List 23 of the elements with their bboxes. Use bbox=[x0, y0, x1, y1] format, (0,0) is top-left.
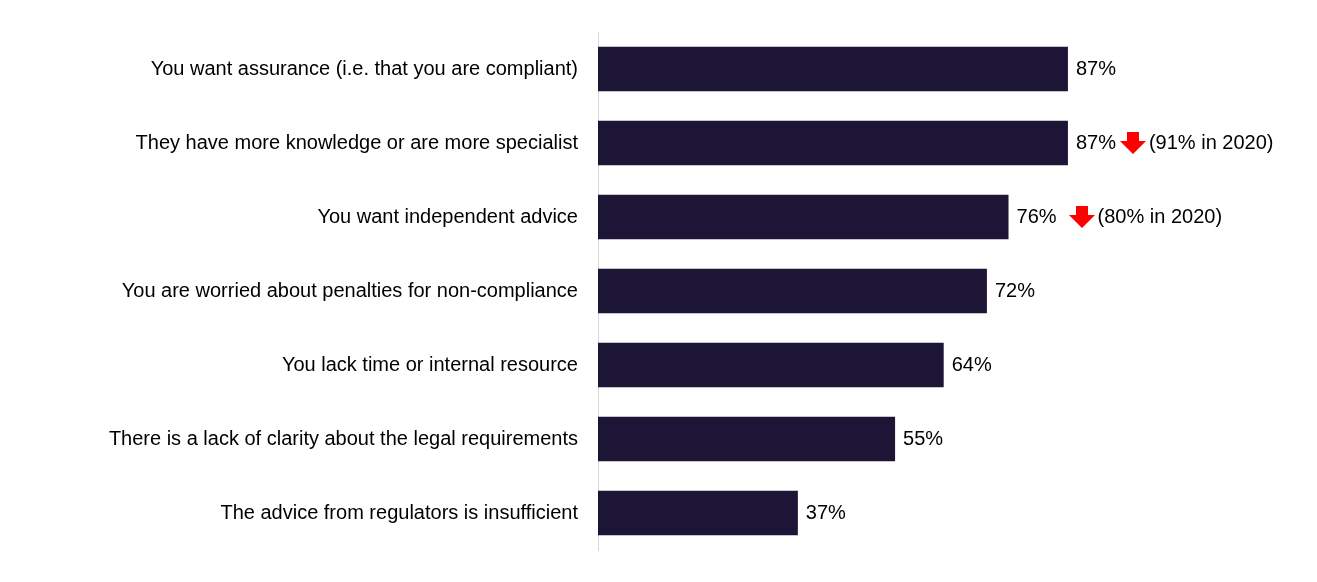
data-label: 64% bbox=[951, 352, 992, 375]
y-tick-label: The advice from regulators is insufficient bbox=[220, 500, 579, 523]
data-label: 87% bbox=[1075, 130, 1117, 153]
y-tick-label: There is a lack of clarity about the legal requirements bbox=[108, 426, 578, 449]
data-label: 72% bbox=[994, 278, 1036, 301]
data-label: 87% bbox=[1075, 56, 1117, 79]
data-label: 76% bbox=[1016, 204, 1057, 227]
y-tick-label: They have more knowledge or are more specialist bbox=[135, 130, 579, 153]
bar bbox=[598, 490, 798, 536]
bar bbox=[598, 194, 1009, 240]
bar bbox=[598, 342, 944, 388]
y-tick-label: You want assurance (i.e. that you are compliant) bbox=[150, 56, 578, 79]
y-tick-label: You lack time or internal resource bbox=[281, 352, 578, 375]
y-tick-label: You are worried about penalties for non-compliance bbox=[121, 278, 578, 301]
data-label: 55% bbox=[903, 426, 944, 449]
bar bbox=[598, 46, 1068, 92]
bar bbox=[598, 120, 1068, 166]
y-tick-label: You want independent advice bbox=[317, 204, 578, 227]
text: (80% in 2020) bbox=[1097, 204, 1223, 227]
data-label: 37% bbox=[805, 500, 847, 523]
bar bbox=[598, 268, 987, 314]
bar bbox=[598, 416, 896, 462]
text: (91% in 2020) bbox=[1148, 130, 1274, 153]
